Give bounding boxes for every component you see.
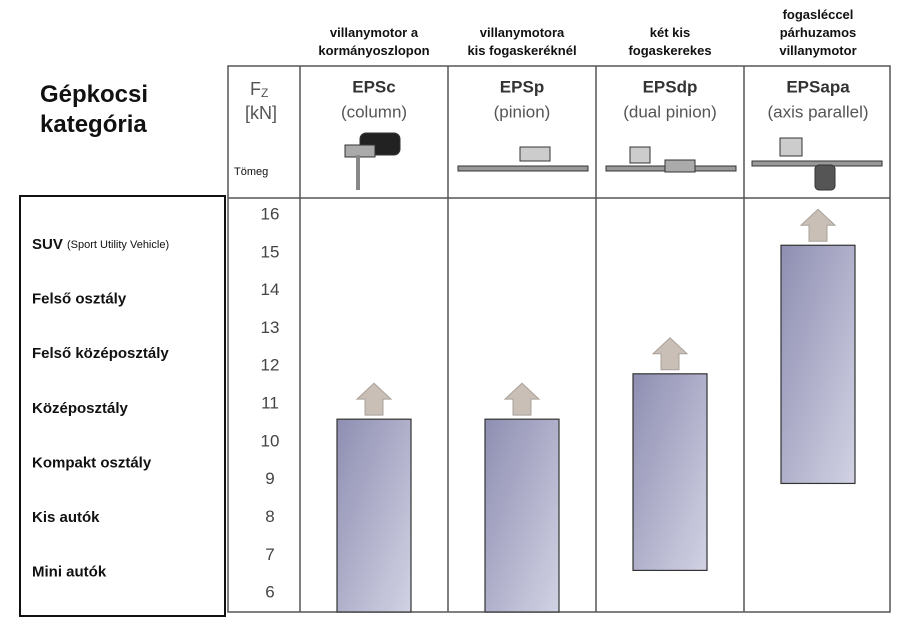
category-note: (Sport Utility Vehicle) bbox=[67, 239, 169, 251]
y-tick-label: 9 bbox=[265, 469, 274, 488]
y-note: Tömeg bbox=[234, 166, 268, 178]
category-name: Középosztály bbox=[32, 400, 129, 417]
category-name: Mini autók bbox=[32, 564, 107, 581]
y-label-main: F bbox=[250, 79, 261, 99]
y-tick-label: 10 bbox=[261, 431, 280, 450]
column-subtitle: (pinion) bbox=[494, 102, 551, 121]
category-name: Kis autók bbox=[32, 509, 100, 526]
column-subtitle: (column) bbox=[341, 102, 407, 121]
category-name: Felső középosztály bbox=[32, 345, 169, 362]
y-tick-label: 13 bbox=[261, 318, 280, 337]
category-label: Kompakt osztály bbox=[32, 454, 152, 471]
category-label: Felső osztály bbox=[32, 291, 127, 308]
bar bbox=[336, 418, 412, 613]
column-name: EPSdp bbox=[643, 77, 698, 96]
bar bbox=[484, 418, 560, 613]
y-unit: [kN] bbox=[245, 103, 277, 123]
category-label: Mini autók bbox=[32, 564, 107, 581]
category-label: Középosztály bbox=[32, 400, 129, 417]
column-name: EPSapa bbox=[786, 77, 850, 96]
y-tick-label: 8 bbox=[265, 507, 274, 526]
column-note: villanymotor a kormányoszlopon bbox=[318, 25, 429, 58]
bar bbox=[780, 244, 856, 485]
column-subtitle: (dual pinion) bbox=[623, 102, 717, 121]
column-name: EPSc bbox=[352, 77, 395, 96]
category-name: SUV bbox=[32, 236, 63, 253]
y-tick-label: 6 bbox=[265, 583, 274, 602]
category-name: Felső osztály bbox=[32, 291, 127, 308]
category-label: SUV (Sport Utility Vehicle) bbox=[32, 236, 169, 253]
category-box bbox=[19, 195, 226, 617]
column-subtitle: (axis parallel) bbox=[767, 102, 868, 121]
column-note: villanymotora kis fogaskeréknél bbox=[467, 25, 576, 58]
category-label: Kis autók bbox=[32, 509, 100, 526]
arrow bbox=[651, 337, 689, 371]
arrow bbox=[503, 382, 541, 416]
y-tick-label: 7 bbox=[265, 545, 274, 564]
y-tick-label: 15 bbox=[261, 242, 280, 261]
y-label-sub: Z bbox=[261, 86, 268, 100]
column-note: fogasléccel párhuzamos villanymotor bbox=[779, 7, 856, 58]
y-tick-label: 12 bbox=[261, 356, 280, 375]
y-tick-label: 14 bbox=[261, 280, 280, 299]
column-note: két kis fogaskerekes bbox=[628, 25, 711, 58]
bar bbox=[632, 373, 708, 572]
category-label: Felső középosztály bbox=[32, 345, 169, 362]
y-tick-label: 11 bbox=[261, 394, 279, 413]
column-name: EPSp bbox=[500, 77, 544, 96]
device-images bbox=[344, 132, 883, 191]
left-title: Gépkocsi kategória bbox=[40, 81, 148, 138]
category-name: Kompakt osztály bbox=[32, 454, 152, 471]
y-label: FZ bbox=[250, 79, 268, 100]
arrow bbox=[799, 208, 837, 242]
arrow bbox=[355, 382, 393, 416]
y-tick-label: 16 bbox=[261, 204, 280, 223]
